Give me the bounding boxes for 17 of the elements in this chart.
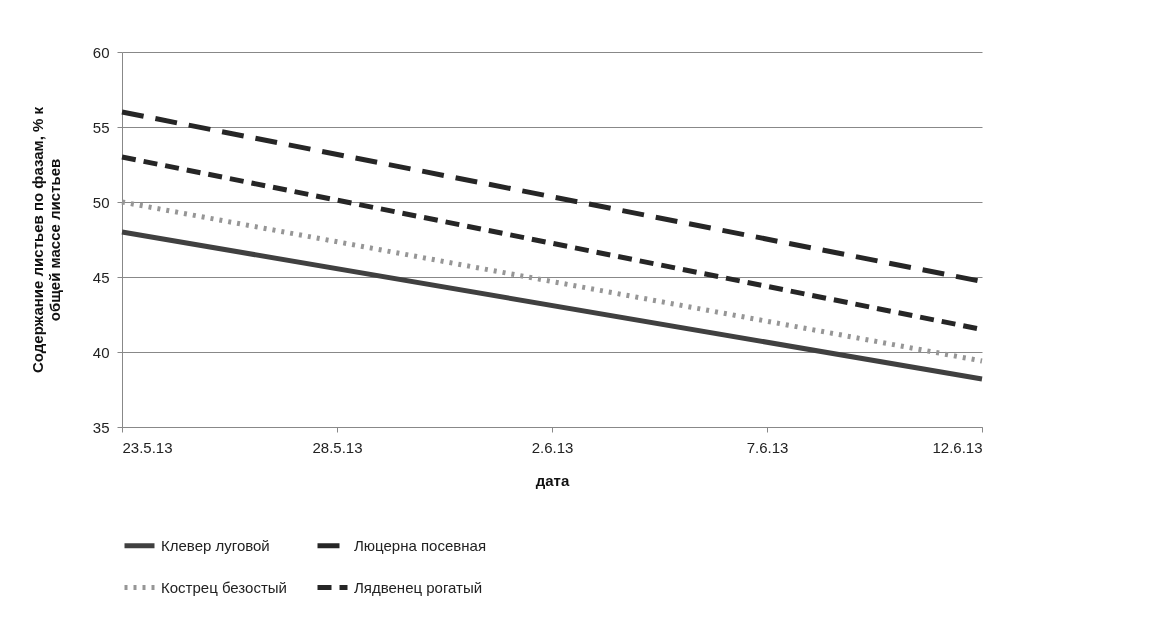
- y-tick-label: 35: [92, 418, 110, 436]
- y-tick-label: 50: [92, 193, 110, 211]
- y-tick-label: 60: [92, 43, 110, 61]
- y-tick-label: 40: [92, 343, 110, 361]
- x-tick-label: 2.6.13: [531, 438, 574, 456]
- x-tick-label: 23.5.13: [122, 438, 173, 456]
- legend-label: Люцерна посевная: [354, 536, 487, 554]
- legend-label: Клевер луговой: [161, 536, 270, 554]
- x-tick-label: 7.6.13: [746, 438, 789, 456]
- x-tick-label: 28.5.13: [312, 438, 363, 456]
- x-tick-label: 12.6.13: [932, 438, 983, 456]
- legend-label: Кострец безостый: [161, 578, 287, 596]
- x-axis-title: дата: [535, 471, 570, 489]
- y-tick-label: 45: [92, 268, 110, 286]
- legend-label: Лядвенец рогатый: [354, 578, 483, 596]
- y-axis-title: Содержание листьев по фазам, % к общей массе листьев: [28, 106, 63, 374]
- y-tick-label: 55: [92, 118, 110, 136]
